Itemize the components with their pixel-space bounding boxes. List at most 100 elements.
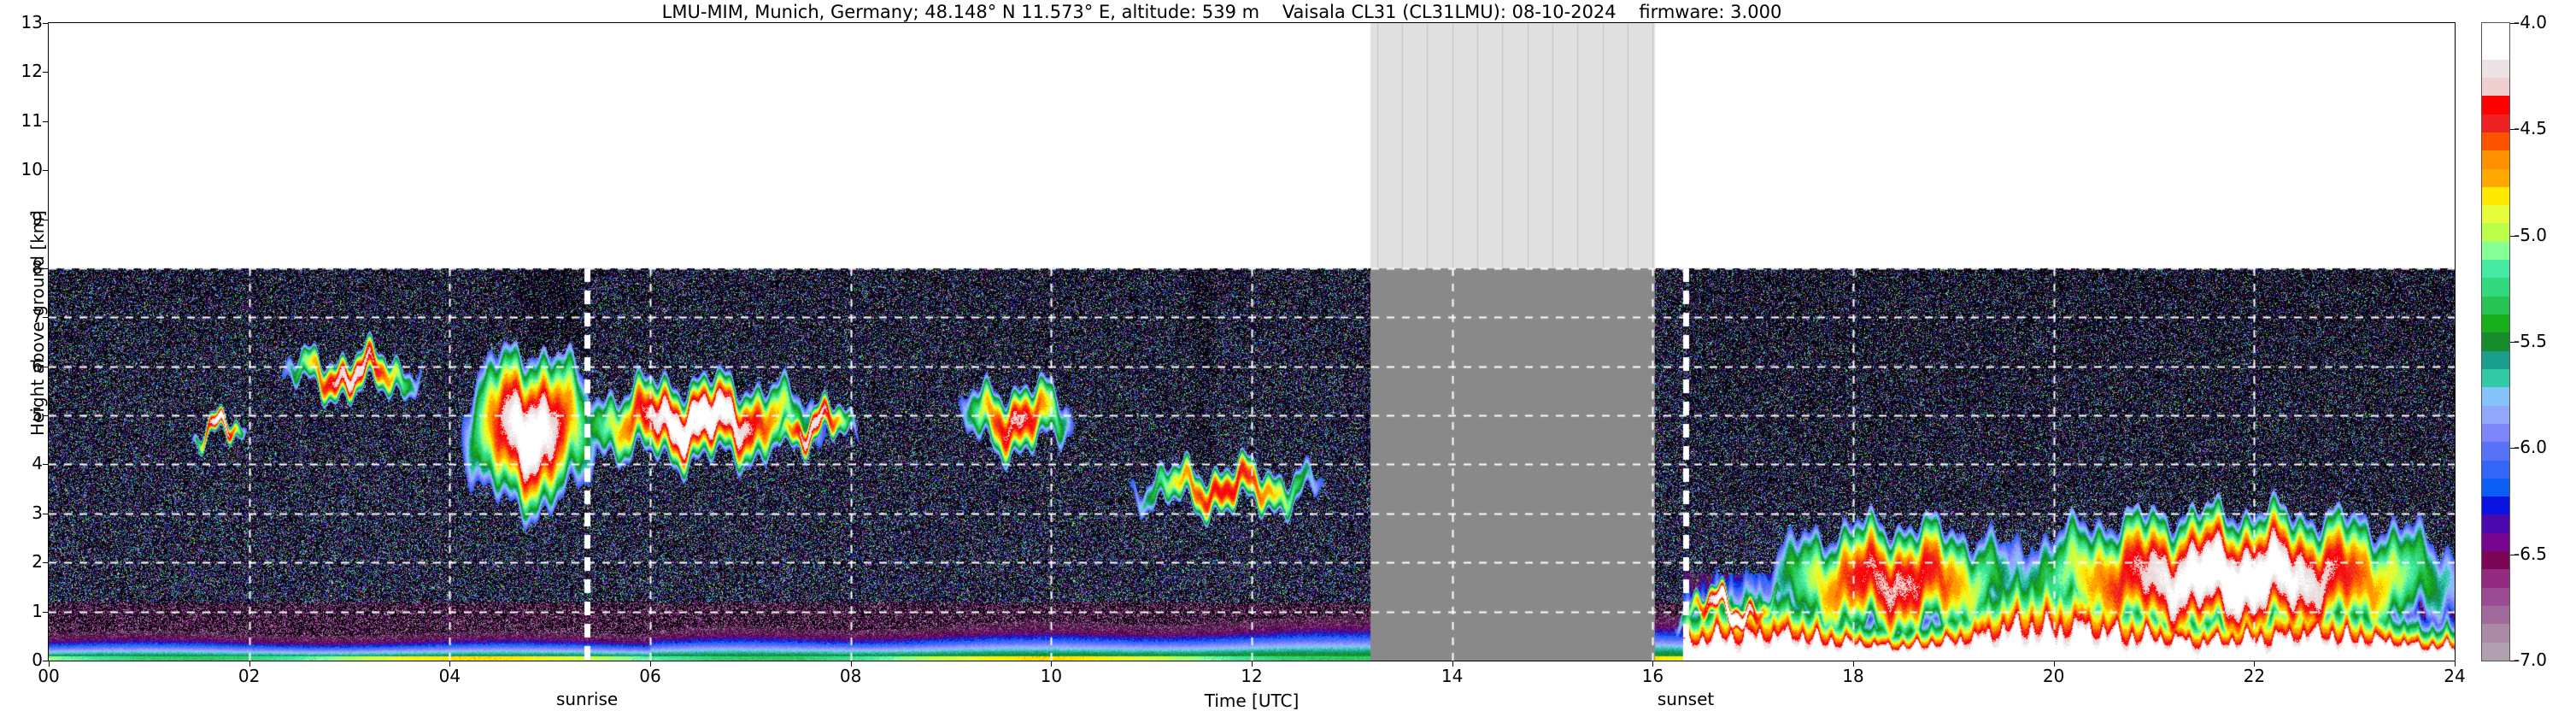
y-tick-label: 0 — [32, 649, 43, 670]
y-tick-label: 13 — [21, 12, 43, 32]
x-tick-label: 00 — [38, 666, 60, 686]
x-tick-mark — [49, 661, 50, 667]
colorbar-band — [2482, 205, 2509, 224]
colorbar-band — [2482, 223, 2509, 242]
x-tick-mark — [850, 661, 852, 667]
colorbar-band — [2482, 387, 2509, 406]
y-tick-mark — [43, 317, 49, 319]
colorbar-band — [2482, 606, 2509, 625]
colorbar-band — [2482, 278, 2509, 297]
x-tick-mark — [1652, 661, 1654, 667]
colorbar-band — [2482, 260, 2509, 279]
colorbar-band — [2482, 23, 2509, 42]
colorbar-band — [2482, 96, 2509, 115]
colorbar-band — [2482, 168, 2509, 187]
page-title: LMU-MIM, Munich, Germany; 48.148° N 11.5… — [661, 2, 1782, 22]
colorbar-band — [2482, 77, 2509, 97]
heatmap-canvas-wrap — [49, 23, 2455, 661]
y-tick-label: 6 — [32, 355, 43, 376]
y-tick-label: 1 — [32, 600, 43, 621]
x-tick-mark — [1452, 661, 1453, 667]
y-tick-label: 10 — [21, 159, 43, 180]
y-tick-label: 12 — [21, 61, 43, 82]
colorbar-band — [2482, 587, 2509, 606]
x-tick-label: 22 — [2243, 666, 2266, 686]
x-tick-mark — [1252, 661, 1253, 667]
x-tick-label: 24 — [2444, 666, 2466, 686]
colorbar-band — [2482, 460, 2509, 479]
colorbar-tick-label: -5.0 — [2514, 224, 2548, 245]
colorbar-band — [2482, 423, 2509, 443]
colorbar-band — [2482, 405, 2509, 424]
colorbar-tick-label: -7.0 — [2514, 649, 2548, 670]
plot-area[interactable] — [48, 22, 2456, 661]
annotation-sunset: sunset — [1657, 689, 1715, 709]
y-tick-mark — [43, 170, 49, 172]
x-tick-label: 10 — [1040, 666, 1063, 686]
x-tick-label: 04 — [438, 666, 461, 686]
colorbar-band — [2482, 514, 2509, 533]
colorbar-band — [2482, 186, 2509, 206]
y-tick-label: 4 — [32, 453, 43, 474]
y-tick-mark — [43, 72, 49, 73]
colorbar-tick-mark — [2510, 448, 2515, 450]
colorbar-tick-label: -5.5 — [2514, 331, 2548, 351]
colorbar-band — [2482, 532, 2509, 552]
colorbar-band — [2482, 296, 2509, 314]
y-tick-mark — [43, 464, 49, 466]
colorbar-tick-mark — [2510, 23, 2515, 24]
colorbar-band — [2482, 241, 2509, 261]
colorbar-band — [2482, 350, 2509, 369]
x-axis-label: Time [UTC] — [1204, 690, 1300, 711]
colorbar-band — [2482, 442, 2509, 461]
x-tick-label: 02 — [238, 666, 261, 686]
y-tick-mark — [43, 415, 49, 417]
x-tick-mark — [1051, 661, 1053, 667]
colorbar-band — [2482, 332, 2509, 351]
colorbar-band — [2482, 314, 2509, 333]
colorbar-band — [2482, 59, 2509, 78]
colorbar-band — [2482, 41, 2509, 60]
x-tick-mark — [449, 661, 451, 667]
colorbar-tick-label: -4.0 — [2514, 12, 2548, 32]
colorbar — [2481, 22, 2510, 661]
colorbar-band — [2482, 569, 2509, 588]
colorbar-tick-label: -4.5 — [2514, 118, 2548, 139]
y-tick-mark — [43, 120, 49, 122]
colorbar-band — [2482, 132, 2509, 151]
x-tick-label: 06 — [639, 666, 661, 686]
x-tick-label: 20 — [2042, 666, 2065, 686]
x-tick-label: 18 — [1842, 666, 1864, 686]
y-tick-mark — [43, 267, 49, 269]
y-tick-mark — [43, 611, 49, 613]
x-tick-label: 08 — [839, 666, 862, 686]
x-tick-label: 16 — [1641, 666, 1664, 686]
y-tick-label: 11 — [21, 109, 43, 131]
y-tick-label: 9 — [32, 208, 43, 229]
x-tick-label: 12 — [1241, 666, 1263, 686]
x-tick-mark — [2254, 661, 2256, 667]
colorbar-tick-mark — [2510, 235, 2515, 237]
colorbar-band — [2482, 150, 2509, 169]
y-tick-label: 3 — [32, 502, 43, 523]
colorbar-band — [2482, 642, 2509, 661]
y-tick-label: 7 — [32, 306, 43, 327]
colorbar-band — [2482, 497, 2509, 515]
x-tick-mark — [2053, 661, 2055, 667]
x-tick-mark — [2455, 661, 2456, 667]
y-tick-mark — [43, 23, 49, 24]
x-tick-mark — [1853, 661, 1854, 667]
colorbar-band — [2482, 114, 2509, 132]
colorbar-tick-mark — [2510, 129, 2515, 131]
colorbar-tick-label: -6.5 — [2514, 543, 2548, 564]
y-tick-mark — [43, 562, 49, 564]
y-tick-label: 5 — [32, 404, 43, 426]
colorbar-band — [2482, 478, 2509, 497]
colorbar-band — [2482, 551, 2509, 570]
x-tick-mark — [650, 661, 651, 667]
grid-overlay — [49, 23, 2455, 661]
colorbar-tick-label: -6.0 — [2514, 437, 2548, 458]
x-tick-label: 14 — [1441, 666, 1464, 686]
colorbar-band — [2482, 368, 2509, 388]
